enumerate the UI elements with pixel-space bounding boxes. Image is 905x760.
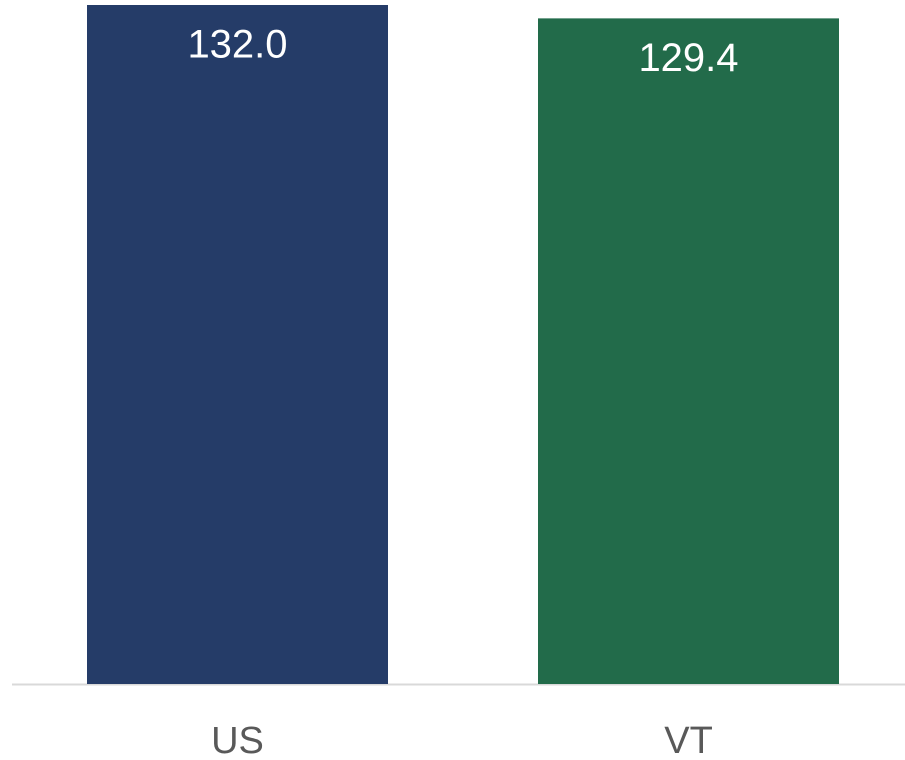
bar [538,18,839,684]
bar [87,5,388,684]
value-label: 129.4 [638,36,738,80]
value-label: 132.0 [187,23,287,67]
x-tick-label: US [211,720,264,760]
x-tick-label: VT [664,720,713,760]
